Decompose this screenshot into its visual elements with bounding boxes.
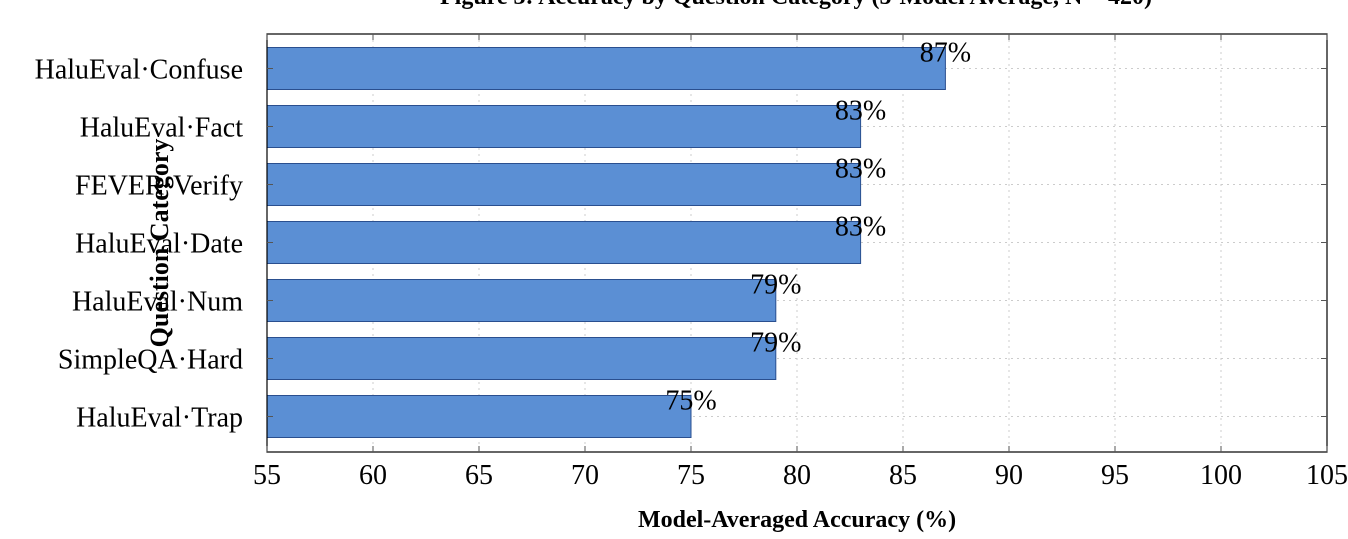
category-label: HaluEval·Confuse	[35, 55, 243, 86]
bar-data-label: 79%	[750, 270, 801, 301]
x-tick-label: 55	[253, 460, 281, 491]
category-label: HaluEval·Fact	[80, 113, 243, 144]
x-tick-label: 70	[571, 460, 599, 491]
x-tick-label: 75	[677, 460, 705, 491]
category-label-layer: HaluEval·Confuse HaluEval·Fact FEVER·Verif…	[35, 55, 244, 434]
tick-layer: 55 60 65 70 75 80 85 90 95 100 105	[253, 34, 1348, 491]
bar	[266, 163, 862, 206]
x-tick-label: 65	[465, 460, 493, 491]
bar-data-label: 75%	[665, 386, 716, 417]
bar-data-label: 83%	[835, 96, 886, 127]
category-label: HaluEval·Num	[72, 287, 243, 318]
x-axis-title: Model-Averaged Accuracy (%)	[638, 507, 956, 533]
x-tick-label: 105	[1306, 460, 1348, 491]
bar	[266, 279, 777, 322]
bar	[266, 395, 692, 438]
bar-layer	[266, 47, 946, 438]
bar-data-label: 83%	[835, 212, 886, 243]
category-label: FEVER·Verify	[75, 171, 243, 202]
x-tick-label: 60	[359, 460, 387, 491]
category-label: SimpleQA·Hard	[58, 345, 243, 376]
bar-data-label: 79%	[750, 328, 801, 359]
data-label-layer: 87% 83% 83% 83% 79% 79% 75%	[665, 38, 971, 417]
bar-data-label: 87%	[920, 38, 971, 69]
bar	[266, 47, 946, 90]
category-label: HaluEval·Trap	[76, 403, 243, 434]
chart-title: Figure 3: Accuracy by Question Category …	[440, 0, 1152, 10]
x-tick-label: 95	[1101, 460, 1129, 491]
x-tick-label: 100	[1200, 460, 1242, 491]
x-tick-label: 90	[995, 460, 1023, 491]
bar	[266, 105, 862, 148]
y-axis-title: Question Category	[145, 139, 174, 348]
category-label: HaluEval·Date	[75, 229, 243, 260]
bar	[266, 221, 862, 264]
bar	[266, 337, 777, 380]
x-tick-label: 85	[889, 460, 917, 491]
x-tick-label: 80	[783, 460, 811, 491]
bar-data-label: 83%	[835, 154, 886, 185]
